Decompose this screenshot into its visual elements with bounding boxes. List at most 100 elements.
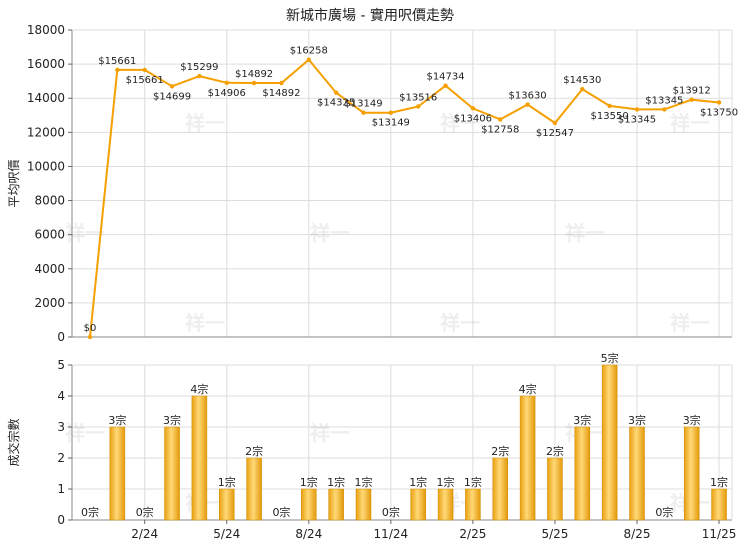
price-point-label: $15661 — [126, 75, 164, 86]
bar-value-label: 2宗 — [491, 444, 509, 458]
top-y-tick-label: 2000 — [34, 296, 65, 310]
price-point-label: $13550 — [591, 111, 629, 122]
x-tick-label: 11/25 — [702, 527, 737, 541]
bar-value-label: 0宗 — [272, 505, 290, 519]
x-tick-label: 8/24 — [295, 527, 322, 541]
transaction-bar — [437, 488, 454, 521]
price-point — [197, 73, 202, 79]
transaction-bar — [601, 364, 618, 521]
price-point-label: $12547 — [536, 128, 574, 139]
price-point-label: $13630 — [509, 91, 547, 102]
bottom-y-tick-label: 1 — [57, 482, 65, 496]
watermark-text: 祥一 — [440, 311, 480, 335]
price-point — [498, 117, 503, 122]
watermark-text: 祥一 — [185, 311, 225, 335]
bar-value-label: 0宗 — [136, 505, 154, 519]
price-point — [607, 103, 612, 109]
top-axis — [71, 29, 733, 338]
price-point — [552, 120, 558, 126]
price-point-label: $16258 — [290, 46, 328, 57]
price-point-labels: $0 $15661 $15661 $14699 $15299 $14906 $14892 $1… — [84, 46, 739, 334]
price-point — [416, 104, 421, 109]
price-point-label: $14699 — [153, 91, 191, 102]
top-y-tick-label: 0 — [57, 330, 65, 344]
price-line-path — [89, 58, 720, 338]
x-tick-labels: 2/24 5/24 8/24 11/24 2/25 5/25 8/25 11/25 — [131, 520, 736, 541]
transaction-bar — [246, 457, 262, 521]
price-point-label: $14530 — [563, 75, 601, 86]
bottom-y-axis-label: 成交宗數 — [6, 418, 21, 466]
x-tick-label: 5/24 — [213, 527, 240, 541]
top-y-ticks: 0 2000 4000 6000 8000 10000 12000 14000 16000 180… — [27, 23, 72, 344]
bar-value-label: 0宗 — [382, 505, 400, 519]
x-tick-label: 8/25 — [624, 527, 651, 541]
transaction-bar — [355, 488, 372, 521]
bar-value-label: 3宗 — [628, 413, 646, 427]
price-point — [251, 80, 257, 86]
watermark-text: 祥一 — [185, 111, 225, 135]
bar-value-label: 3宗 — [163, 413, 181, 427]
transaction-bar — [492, 457, 508, 521]
top-y-tick-label: 14000 — [27, 91, 65, 105]
price-point — [115, 67, 120, 73]
price-point — [333, 90, 339, 95]
price-point-label: $13149 — [344, 99, 382, 110]
bar-value-label: 2宗 — [245, 444, 263, 458]
transaction-bar — [519, 395, 536, 521]
bar-value-label: 1宗 — [355, 475, 373, 489]
watermark-text: 祥一 — [670, 311, 710, 335]
bar-value-label: 1宗 — [710, 475, 728, 489]
transaction-bars — [109, 364, 727, 521]
price-point-label: $14325 — [317, 98, 355, 109]
bar-value-label: 5宗 — [601, 351, 619, 365]
top-y-tick-label: 18000 — [27, 23, 65, 37]
price-point-label: $14892 — [235, 69, 273, 80]
transaction-bar — [301, 488, 317, 521]
price-point — [361, 110, 366, 115]
price-point-label: $15661 — [98, 56, 136, 67]
bar-value-label: 1宗 — [300, 475, 318, 489]
bar-value-label: 4宗 — [190, 382, 208, 396]
price-point-label: $13345 — [645, 95, 683, 106]
price-point-label: $15299 — [180, 62, 218, 73]
watermark-text: 祥一 — [670, 111, 710, 135]
transaction-bar — [328, 488, 344, 521]
watermark-text: 祥一 — [440, 111, 480, 135]
price-point-label: $13912 — [673, 86, 711, 97]
price-point — [279, 80, 284, 86]
price-point-label: $13149 — [372, 118, 410, 129]
price-point — [142, 67, 147, 73]
price-point — [87, 334, 93, 340]
bottom-y-tick-label: 3 — [57, 420, 65, 434]
watermark-text: 祥一 — [310, 221, 350, 245]
price-point — [470, 106, 476, 111]
price-point — [580, 86, 585, 92]
bar-value-labels: 0宗 3宗 0宗 3宗 4宗 1宗 2宗 0宗 1宗 1宗 1宗 0宗 1宗 1宗 1宗 2宗 4宗 2宗 3宗 5宗… — [81, 351, 728, 519]
watermark-text: 祥一 — [310, 421, 350, 445]
bar-value-label: 0宗 — [81, 505, 99, 519]
top-y-axis-label: 平均呎價 — [7, 159, 21, 207]
price-point — [306, 57, 311, 62]
x-tick-label: 2/25 — [459, 527, 486, 541]
price-point — [662, 107, 667, 112]
chart-title: 新城市廣場 - 實用呎價走勢 — [286, 7, 454, 24]
price-point — [388, 110, 394, 115]
transaction-bar — [191, 395, 208, 521]
bar-value-label: 1宗 — [437, 475, 455, 489]
bottom-y-tick-label: 4 — [57, 389, 65, 403]
price-point-label: $12758 — [481, 124, 519, 135]
price-point — [716, 100, 722, 105]
transaction-bar — [219, 488, 235, 521]
price-point — [169, 84, 175, 89]
x-tick-label: 5/25 — [541, 527, 568, 541]
bar-value-label: 4宗 — [519, 382, 537, 396]
price-point — [224, 80, 229, 85]
transaction-bar — [629, 426, 645, 521]
price-point-label: $13345 — [618, 114, 656, 125]
price-point-label: $14906 — [208, 88, 246, 99]
price-point — [634, 107, 640, 112]
transaction-bar — [547, 457, 563, 521]
bottom-y-ticks: 0 1 2 3 4 5 — [57, 358, 72, 527]
